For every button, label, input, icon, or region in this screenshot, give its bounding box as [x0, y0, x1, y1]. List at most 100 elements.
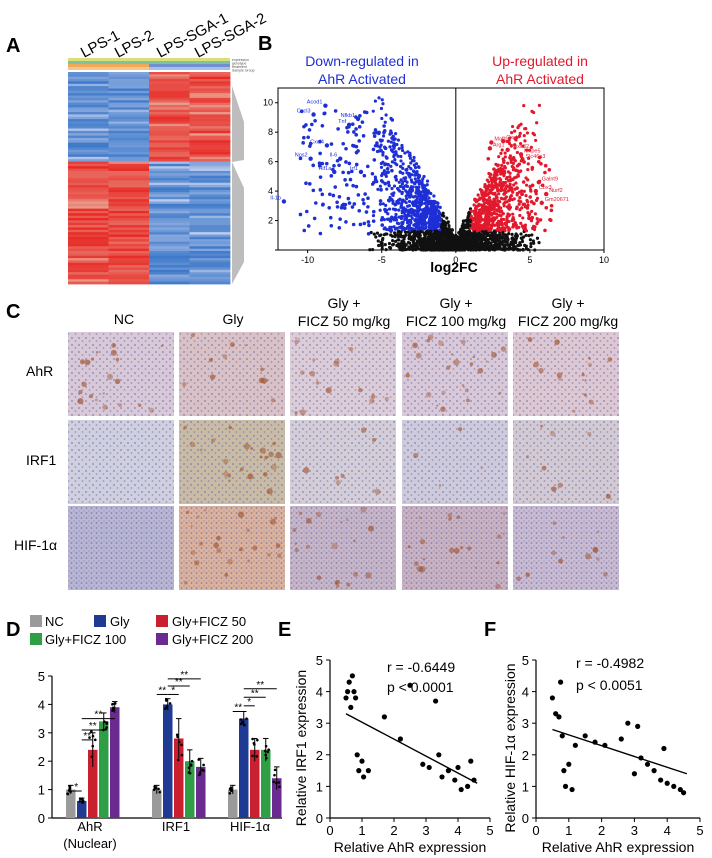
scatter-point: [658, 777, 664, 783]
volcano-point-down: [381, 153, 385, 157]
volcano-point: [457, 238, 461, 242]
volcano-point-up: [503, 164, 507, 169]
heatmap-cell: [108, 76, 150, 80]
scatter-e-ylabel: Relative IRF1 expression: [293, 670, 309, 826]
volcano-point: [388, 245, 392, 249]
ihc-stain-spot: [331, 542, 338, 550]
ihc-stain-spot: [419, 538, 426, 545]
volcano-point-down: [415, 213, 420, 217]
volcano-point: [416, 240, 420, 244]
volcano-gene-label: Il-1b: [270, 195, 281, 201]
ihc-stain-spot: [480, 466, 484, 470]
heatmap-cell: [68, 276, 109, 280]
heatmap-cell: [108, 262, 150, 266]
heatmap-cell: [149, 76, 190, 80]
heatmap-cell: [68, 225, 109, 228]
volcano-point: [413, 234, 418, 238]
volcano-point-down: [416, 222, 420, 226]
bar-point: [264, 744, 268, 748]
heatmap-cell: [108, 79, 150, 82]
heatmap-cell: [189, 173, 231, 177]
volcano-point: [492, 233, 497, 238]
heatmap-cell: [108, 128, 150, 132]
volcano-point-down: [390, 216, 394, 220]
volcano-point-down: [357, 139, 362, 143]
heatmap-cell: [189, 182, 231, 186]
heatmap-cell: [108, 258, 150, 261]
volcano-point: [516, 247, 520, 252]
volcano-point-up: [512, 166, 516, 170]
volcano-point: [480, 230, 485, 234]
volcano-point-up: [484, 222, 489, 226]
volcano-point-up: [524, 194, 528, 198]
heatmap-cell: [149, 189, 190, 193]
heatmap-cell: [68, 265, 109, 268]
volcano-point-down: [382, 129, 387, 133]
volcano-point-up: [482, 196, 486, 201]
volcano-point-down: [318, 151, 322, 156]
volcano-point-up: [488, 201, 492, 206]
volcano-labeled-point: [539, 200, 544, 206]
ihc-col-label: NC: [114, 311, 134, 327]
volcano-point: [530, 233, 534, 237]
heatmap-cell: [68, 222, 109, 226]
volcano-point: [505, 240, 509, 244]
volcano-point-up: [520, 224, 525, 229]
volcano-point-up: [500, 209, 504, 213]
ihc-stain-spot: [415, 352, 422, 359]
volcano-point-up: [508, 205, 513, 209]
heatmap-cell: [108, 276, 150, 280]
heatmap-cell: [149, 222, 190, 226]
bar-point: [239, 722, 243, 726]
heatmap-cell: [189, 248, 231, 252]
ihc-stain-spot: [557, 482, 563, 488]
volcano-point: [463, 233, 467, 237]
volcano-point-up: [537, 103, 542, 108]
volcano-point-down: [409, 167, 413, 171]
heatmap-cell: [68, 95, 109, 99]
volcano-point-down: [404, 216, 409, 220]
volcano-point-down: [381, 102, 385, 106]
heatmap-cell: [108, 220, 150, 224]
volcano-point: [396, 230, 400, 234]
volcano-point-down: [397, 180, 401, 184]
volcano-point-down: [375, 149, 380, 154]
heatmap-cell: [68, 182, 109, 186]
ihc-stain-spot: [268, 451, 274, 458]
volcano-point-down: [427, 225, 431, 229]
volcano-point-down: [400, 211, 404, 215]
ihc-stain-spot: [102, 404, 108, 410]
bar-point: [229, 786, 233, 790]
volcano-point-up: [490, 212, 494, 216]
volcano-point-down: [415, 197, 419, 201]
volcano-point-down: [320, 124, 325, 128]
volcano-point: [440, 239, 444, 243]
heatmap-cell: [149, 145, 190, 148]
ihc-stain-spot: [596, 530, 600, 534]
volcano-point-down: [366, 205, 370, 209]
volcano-point: [479, 239, 483, 243]
volcano-point: [441, 211, 445, 215]
ihc-stain-spot: [239, 547, 244, 552]
volcano-point-down: [302, 124, 306, 129]
ihc-stain-spot: [438, 340, 444, 347]
heatmap-cell: [149, 147, 190, 151]
heatmap-cell: [189, 213, 231, 217]
scatter-f-ylabel: Relative HIF-1α expression: [502, 663, 518, 832]
volcano-point-down: [401, 220, 405, 224]
bar-point: [202, 763, 205, 767]
volcano-point: [528, 238, 533, 242]
volcano-point-up: [496, 202, 500, 206]
volcano-point-down: [329, 142, 334, 146]
volcano-point-down: [394, 150, 398, 154]
scatter-point: [458, 786, 464, 793]
volcano-point-down: [366, 196, 370, 201]
heatmap-cell: [149, 227, 190, 231]
ihc-stain-spot: [353, 571, 359, 577]
volcano-point: [419, 244, 423, 248]
scatter-point: [569, 786, 575, 793]
ihc-stain-spot: [346, 582, 351, 587]
volcano-point: [492, 243, 496, 247]
volcano-point: [443, 222, 448, 226]
volcano-point: [376, 239, 380, 243]
